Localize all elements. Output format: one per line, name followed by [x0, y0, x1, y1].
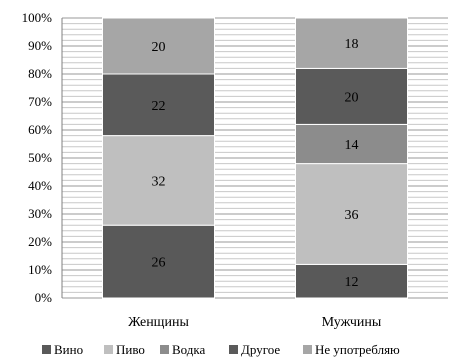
legend-swatch [42, 345, 51, 354]
y-tick-label: 40% [28, 178, 52, 193]
legend-label: Водка [172, 342, 206, 357]
legend-swatch [160, 345, 169, 354]
y-tick-label: 0% [35, 290, 53, 305]
bar-segment [102, 224, 215, 299]
legend-label: Вино [54, 342, 83, 357]
data-label: 26 [152, 256, 166, 271]
bar-segment [102, 17, 215, 75]
data-label: 22 [152, 99, 166, 114]
bar-segment [295, 263, 408, 299]
x-category-label: Мужчины [322, 315, 382, 330]
legend-swatch [229, 345, 238, 354]
y-tick-label: 90% [28, 38, 52, 53]
legend-swatch [104, 345, 113, 354]
legend-label: Не употребляю [315, 342, 400, 357]
y-tick-label: 70% [28, 94, 52, 109]
legend-label: Другое [241, 342, 280, 357]
legend-label: Пиво [116, 342, 145, 357]
data-label: 36 [345, 208, 359, 223]
bar-segment [102, 73, 215, 137]
data-label: 20 [152, 40, 166, 55]
x-category-label: Женщины [128, 315, 189, 330]
data-label: 14 [345, 138, 359, 153]
bar-segment [295, 67, 408, 125]
bar-segment [295, 17, 408, 69]
bar-segment [295, 123, 408, 165]
y-tick-label: 10% [28, 262, 52, 277]
y-tick-label: 30% [28, 206, 52, 221]
y-tick-label: 60% [28, 122, 52, 137]
y-tick-label: 20% [28, 234, 52, 249]
bar-segment [295, 163, 408, 265]
y-tick-label: 80% [28, 66, 52, 81]
data-label: 12 [345, 275, 359, 290]
data-label: 20 [345, 90, 359, 105]
y-tick-label: 50% [28, 150, 52, 165]
y-tick-label: 100% [22, 10, 53, 25]
data-label: 18 [345, 37, 359, 52]
legend-swatch [303, 345, 312, 354]
data-label: 32 [152, 174, 166, 189]
